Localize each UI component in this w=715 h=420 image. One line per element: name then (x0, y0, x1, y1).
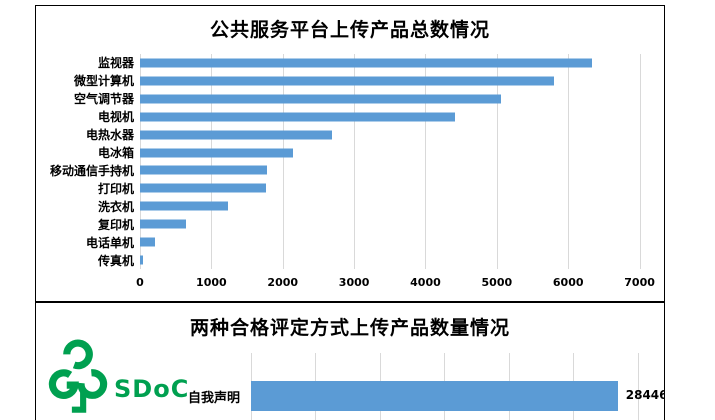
gridline (282, 54, 284, 269)
bar-row: 传真机 (36, 251, 661, 269)
gridline (140, 54, 141, 269)
x-tick-label: 3000 (338, 276, 370, 289)
bar-track (140, 54, 661, 72)
bar-track (140, 126, 661, 144)
bar-track (140, 144, 661, 162)
bar-row: 电冰箱 (36, 144, 661, 162)
chart2-plot-area (251, 353, 661, 420)
bar-track (140, 197, 661, 215)
chart1-x-axis: 0 1000 2000 3000 4000 5000 6000 7000 (136, 276, 661, 292)
gridline (425, 54, 427, 269)
gridline (637, 353, 639, 420)
chart2-category-label: 自我声明 (187, 391, 240, 406)
bar-row: 监视器 (36, 54, 661, 72)
category-label: 电视机 (97, 110, 134, 125)
x-tick-label: 1000 (196, 276, 227, 289)
x-tick-label: 6000 (552, 276, 584, 289)
gridline (639, 54, 641, 269)
sdoc-label: SDoC (114, 375, 190, 403)
chart-assessment-methods: 两种合格评定方式上传产品数量情况 SDoC 自我声明 28446 (35, 302, 665, 420)
bar (140, 148, 293, 158)
bar (140, 58, 592, 68)
bar (140, 76, 554, 86)
bar-row: 微型计算机 (36, 72, 661, 90)
gp-sdoc-logo: SDoC (46, 339, 216, 420)
bar-row: 电视机 (36, 108, 661, 126)
category-label: 洗衣机 (97, 199, 134, 214)
gridline (354, 54, 356, 269)
category-label: 电冰箱 (97, 146, 134, 161)
bar-track (140, 215, 661, 233)
chart1-bars-area: 监视器微型计算机空气调节器电视机电热水器电冰箱移动通信手持机打印机洗衣机复印机电… (36, 54, 661, 269)
x-tick-label: 7000 (624, 276, 655, 289)
bar (140, 112, 455, 122)
bar-track (140, 90, 661, 108)
category-label: 打印机 (97, 181, 134, 196)
bar (140, 201, 228, 211)
x-tick-label: 4000 (410, 276, 441, 289)
green-product-tree-icon (48, 339, 108, 413)
bar-track (140, 162, 661, 180)
bar-row: 洗衣机 (36, 197, 661, 215)
category-label: 空气调节器 (73, 92, 134, 107)
chart-total-uploads: 公共服务平台上传产品总数情况 监视器微型计算机空气调节器电视机电热水器电冰箱移动… (35, 5, 665, 302)
bar-row: 电话单机 (36, 233, 661, 251)
x-tick-label: 2000 (267, 276, 299, 289)
category-label: 移动通信手持机 (49, 163, 134, 178)
bar (140, 237, 155, 247)
category-label: 电热水器 (85, 128, 134, 143)
bar-track (140, 72, 661, 90)
category-label: 微型计算机 (73, 74, 134, 89)
gridline (211, 54, 213, 269)
chart2-title: 两种合格评定方式上传产品数量情况 (189, 317, 510, 339)
category-label: 复印机 (97, 217, 134, 232)
bar-track (140, 179, 661, 197)
chart1-title: 公共服务平台上传产品总数情况 (209, 19, 490, 41)
bar (140, 183, 266, 193)
gridline (496, 54, 498, 269)
category-label: 传真机 (97, 253, 134, 268)
bar-track (140, 108, 661, 126)
category-label: 电话单机 (85, 235, 134, 250)
bar-track (140, 233, 661, 251)
x-tick-label: 5000 (481, 276, 513, 289)
category-label: 监视器 (97, 56, 134, 71)
bar-row: 打印机 (36, 179, 661, 197)
bar-self-declaration (251, 381, 618, 411)
gridline (568, 54, 570, 269)
bar (140, 94, 502, 104)
bar-row: 复印机 (36, 215, 661, 233)
chart1-gridlines (140, 54, 661, 269)
x-tick-label: 0 (136, 276, 144, 289)
bar-row: 空气调节器 (36, 90, 661, 108)
bar (140, 219, 187, 229)
chart2-data-label: 28446 (625, 388, 665, 402)
bar (140, 255, 143, 265)
bar-row: 电热水器 (36, 126, 661, 144)
bar-row: 移动通信手持机 (36, 162, 661, 180)
bar-track (140, 251, 661, 269)
bar (140, 130, 332, 140)
bar (140, 165, 268, 175)
